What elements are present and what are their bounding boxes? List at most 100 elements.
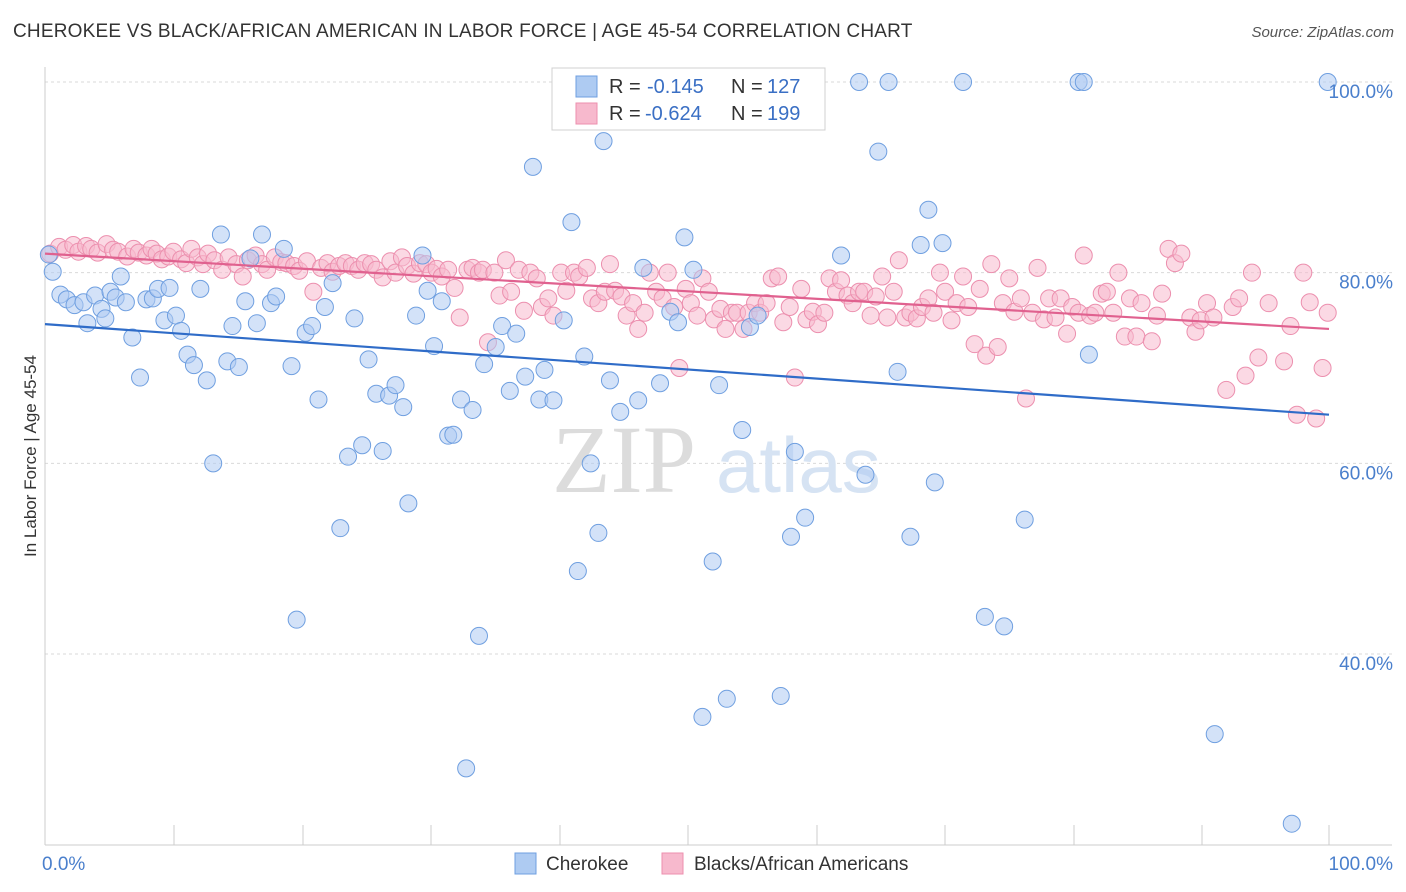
point-black [757, 294, 776, 313]
point-cherokee [748, 306, 767, 325]
point-black [1249, 348, 1268, 367]
point-cherokee [345, 309, 364, 328]
point-black [1000, 269, 1019, 288]
point-black [450, 308, 469, 327]
point-cherokee [888, 362, 907, 381]
point-cherokee [166, 306, 185, 325]
point-cherokee [562, 213, 581, 232]
legend-swatch-cherokee [575, 75, 598, 98]
point-cherokee [475, 355, 494, 374]
point-cherokee [651, 374, 670, 393]
point-cherokee [1282, 814, 1301, 833]
point-cherokee [236, 292, 255, 311]
point-cherokee [223, 317, 242, 336]
point-cherokee [1015, 510, 1034, 529]
point-cherokee [116, 293, 135, 312]
bottom-legend-swatch-black [661, 852, 684, 875]
point-cherokee [581, 454, 600, 473]
point-black [1028, 258, 1047, 277]
point-cherokee [785, 442, 804, 461]
legend-swatch-black [575, 102, 598, 125]
point-cherokee [703, 552, 722, 571]
point-cherokee [594, 132, 613, 151]
point-cherokee [184, 356, 203, 375]
point-cherokee [359, 350, 378, 369]
point-cherokee [925, 473, 944, 492]
point-black [866, 287, 885, 306]
point-black [1318, 303, 1337, 322]
point-black [527, 269, 546, 288]
point-black [982, 255, 1001, 274]
point-cherokee [629, 391, 648, 410]
point-black [884, 282, 903, 301]
point-cherokee [432, 292, 451, 311]
point-black [873, 267, 892, 286]
point-cherokee [850, 73, 869, 91]
bottom-legend-swatch-cherokee [514, 852, 537, 875]
point-black [1313, 359, 1332, 377]
trend-lines [44, 252, 1330, 416]
point-cherokee [247, 314, 266, 333]
point-cherokee [452, 390, 471, 409]
point-cherokee [457, 759, 476, 778]
point-cherokee [274, 239, 293, 258]
point-cherokee [309, 390, 328, 409]
point-black [635, 303, 654, 322]
point-cherokee [516, 367, 535, 386]
point-black [1142, 332, 1161, 351]
point-cherokee [589, 523, 608, 542]
point-black [1294, 263, 1313, 282]
point-black [1058, 324, 1077, 343]
point-cherokee [303, 317, 322, 336]
point-cherokee [339, 447, 358, 466]
point-cherokee [675, 228, 694, 247]
legend-r-label-black: R = [609, 103, 641, 125]
point-black [1147, 306, 1166, 325]
point-cherokee [507, 324, 526, 343]
point-cherokee [204, 454, 223, 473]
point-cherokee [111, 267, 130, 286]
point-black [1011, 289, 1030, 308]
point-black [557, 281, 576, 300]
point-black [878, 308, 897, 327]
point-black [1086, 303, 1105, 322]
point-cherokee [287, 610, 306, 629]
point-cherokee [919, 200, 938, 219]
point-cherokee [684, 260, 703, 279]
point-cherokee [493, 317, 512, 336]
point-cherokee [1074, 73, 1093, 91]
point-cherokee [600, 371, 619, 390]
bottom-legend-black: Blacks/African Americans [694, 854, 908, 875]
point-black [769, 267, 788, 286]
point-black [988, 338, 1007, 357]
point-black [658, 263, 677, 282]
point-cherokee [386, 376, 405, 395]
point-black [1104, 303, 1123, 322]
y-tick-labels: 40.0% 60.0% 80.0% 100.0% [1329, 82, 1394, 675]
point-black [1153, 284, 1172, 303]
point-black [1132, 294, 1151, 313]
source-credit: Source: ZipAtlas.com [1251, 24, 1394, 41]
point-cherokee [856, 465, 875, 484]
point-cherokee [796, 508, 815, 527]
point-black [889, 251, 908, 270]
watermark-zip: ZIP [552, 406, 696, 513]
point-cherokee [418, 281, 437, 300]
point-cherokee [211, 225, 230, 244]
point-cherokee [717, 689, 736, 708]
point-black [861, 306, 880, 325]
point-cherokee [191, 279, 210, 298]
point-black [1097, 282, 1116, 301]
point-cherokee [933, 234, 952, 253]
point-cherokee [315, 297, 334, 316]
point-black [539, 289, 558, 308]
point-cherokee [634, 258, 653, 277]
point-cherokee [568, 562, 587, 581]
point-black [965, 335, 984, 354]
point-cherokee [353, 436, 372, 455]
point-cherokee [267, 287, 286, 306]
point-black [1259, 294, 1278, 313]
point-cherokee [252, 225, 271, 244]
point-cherokee [954, 73, 973, 91]
trend-line-cherokee [44, 323, 1330, 416]
